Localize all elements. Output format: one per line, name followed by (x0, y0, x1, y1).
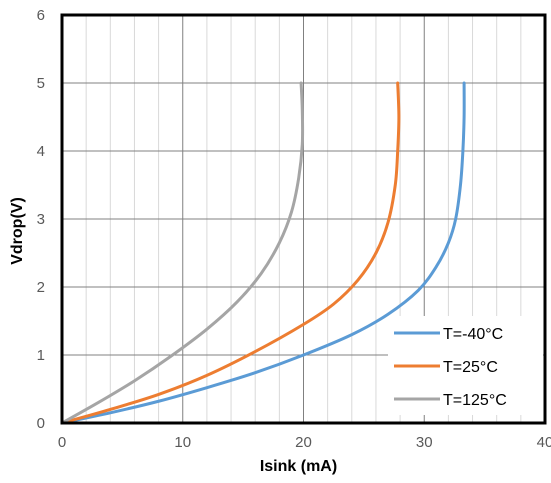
y-tick-label: 2 (37, 279, 45, 296)
legend-label-2: T=125°C (443, 392, 507, 409)
y-tick-label: 5 (37, 75, 45, 92)
x-tick-labels: 0 10 20 30 40 (58, 434, 551, 451)
legend-label-1: T=25°C (443, 359, 498, 376)
y-axis-title: Vdrop(V) (9, 197, 26, 265)
y-tick-label: 3 (37, 211, 45, 228)
x-tick-label: 30 (416, 434, 433, 451)
x-axis-title: Isink (mA) (260, 458, 337, 475)
y-tick-label: 1 (37, 347, 45, 364)
series-line-0 (60, 81, 466, 425)
series-line-1 (60, 81, 401, 425)
y-tick-label: 6 (37, 7, 45, 24)
series-layer (60, 81, 466, 425)
x-tick-label: 40 (537, 434, 551, 451)
series-line-2 (60, 81, 305, 425)
legend-label-0: T=-40°C (443, 326, 503, 343)
plot-area-border (60, 13, 547, 425)
y-tick-label: 4 (37, 143, 45, 160)
y-tick-labels: 0 1 2 3 4 5 6 (37, 7, 45, 432)
x-tick-label: 20 (295, 434, 312, 451)
x-tick-label: 0 (58, 434, 66, 451)
legend: T=-40°C T=25°C T=125°C (388, 316, 543, 415)
x-tick-label: 10 (174, 434, 191, 451)
y-tick-label: 0 (37, 415, 45, 432)
